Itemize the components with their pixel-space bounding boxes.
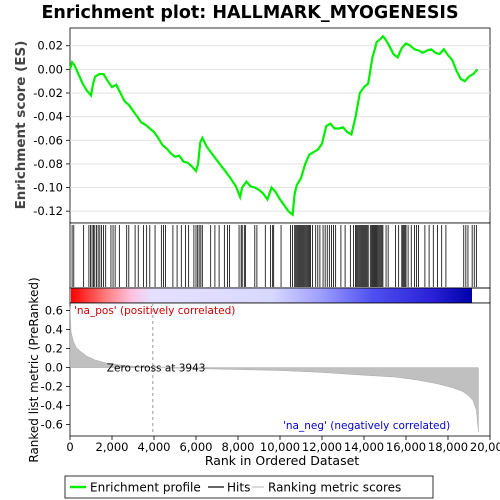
legend-frame — [64, 475, 434, 499]
metric-y-axis-ticks: 0.6 0.4 0.2 0.0 -0.2 -0.4 -0.6 — [41, 304, 70, 432]
ranked-metric-panel: Zero cross at 3943 'na_pos' (positively … — [27, 277, 500, 468]
metric-y-tick-label: 0.6 — [45, 304, 63, 318]
x-tick-label: 18,000 — [428, 440, 468, 454]
es-y-tick-label: -0.04 — [33, 110, 63, 124]
x-tick-label: 10,000 — [260, 440, 300, 454]
chart-title: Enrichment plot: HALLMARK_MYOGENESIS — [41, 3, 458, 23]
enrichment-profile-line — [68, 34, 479, 217]
x-axis-label: Rank in Ordered Dataset — [205, 453, 359, 468]
metric-y-tick-label: -0.6 — [41, 418, 63, 432]
es-y-tick-label: -0.10 — [33, 181, 63, 195]
metric-y-tick-label: 0.4 — [45, 323, 63, 337]
hit-ticks — [71, 225, 477, 287]
x-tick-label: 20,000 — [470, 440, 500, 454]
x-tick-label: 2,000 — [96, 440, 129, 454]
x-tick-label: 4,000 — [138, 440, 171, 454]
x-tick-label: 12,000 — [302, 440, 342, 454]
es-y-tick-label: 0.00 — [37, 62, 63, 76]
es-y-axis-label: Enrichment score (ES) — [13, 41, 29, 210]
es-y-tick-label: -0.02 — [33, 86, 63, 100]
negative-correlation-label: 'na_neg' (negatively correlated) — [283, 420, 450, 432]
metric-y-tick-label: 0.0 — [45, 361, 63, 375]
enrichment-plot-frame — [69, 27, 491, 224]
legend-hits-label: Hits — [227, 481, 250, 495]
enrichment-panel: 0.02 0.00 -0.02 -0.04 -0.06 -0.08 -0.10 -0.12 E… — [13, 27, 491, 224]
metric-y-tick-label: -0.2 — [41, 380, 63, 394]
es-gridlines — [70, 45, 490, 212]
x-tick-label: 6,000 — [180, 440, 213, 454]
es-y-tick-label: -0.12 — [33, 204, 63, 218]
metric-y-tick-label: 0.2 — [45, 342, 63, 356]
positive-correlation-label: 'na_pos' (positively correlated) — [74, 305, 235, 317]
metric-y-tick-label: -0.4 — [41, 399, 63, 413]
hits-panel — [69, 222, 491, 304]
x-tick-label: 8,000 — [222, 440, 255, 454]
ranking-metric-area — [69, 305, 479, 433]
metric-y-axis-label: Ranked list metric (PreRanked) — [27, 277, 41, 462]
legend: Enrichment profile Hits Ranking metric s… — [64, 475, 434, 499]
zero-cross-label: Zero cross at 3943 — [107, 363, 206, 375]
hits-frame — [69, 222, 491, 289]
x-tick-label: 14,000 — [344, 440, 384, 454]
legend-enrichment-label: Enrichment profile — [90, 481, 201, 495]
es-y-tick-label: -0.06 — [33, 133, 63, 147]
x-tick-label: 0 — [66, 440, 73, 454]
metric-x-axis-ticks: 0 2,000 4,000 6,000 8,000 10,000 12,000 14,000 1… — [66, 436, 500, 454]
es-y-axis-ticks: 0.02 0.00 -0.02 -0.04 -0.06 -0.08 -0.10 -0.12 — [33, 39, 70, 218]
legend-ranking-label: Ranking metric scores — [268, 481, 401, 495]
es-y-tick-label: -0.08 — [33, 157, 63, 171]
es-y-tick-label: 0.02 — [37, 39, 63, 53]
x-tick-label: 16,000 — [386, 440, 426, 454]
rank-color-bar — [71, 288, 472, 303]
